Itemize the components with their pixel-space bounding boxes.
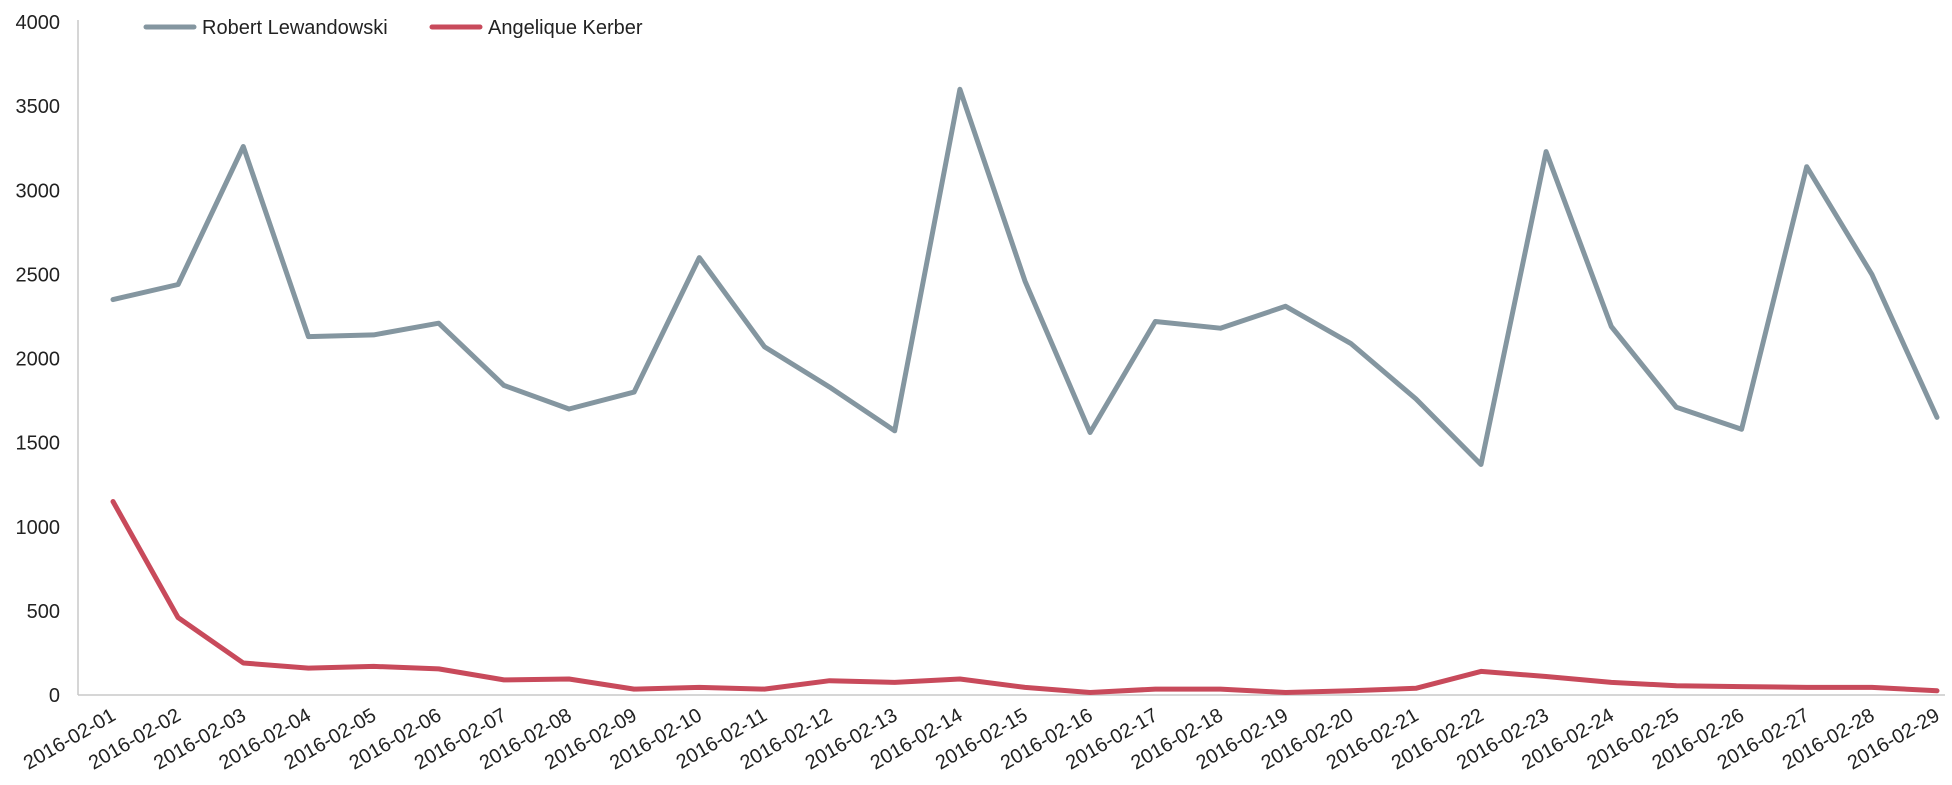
series-line-angelique-kerber [110,499,1940,695]
series-lines [110,86,1940,695]
y-tick-label: 1500 [16,433,61,455]
y-tick-label: 2000 [16,349,61,371]
x-axis-ticks: 2016-02-012016-02-022016-02-032016-02-04… [20,704,1944,774]
y-tick-label: 0 [49,685,60,707]
series-line-robert-lewandowski [110,86,1940,467]
y-tick-label: 4000 [16,12,61,34]
y-tick-label: 500 [27,601,60,623]
y-tick-label: 3500 [16,96,61,118]
y-axis-ticks: 0 500 1000 1500 2000 2500 3000 3500 4000 [16,12,61,707]
y-tick-label: 3000 [16,180,61,202]
legend-label: Angelique Kerber [488,17,643,39]
axes [77,20,1945,696]
y-tick-label: 1000 [16,517,61,539]
y-tick-label: 2500 [16,264,61,286]
legend: Robert Lewandowski Angelique Kerber [143,17,643,39]
legend-label: Robert Lewandowski [202,17,388,39]
